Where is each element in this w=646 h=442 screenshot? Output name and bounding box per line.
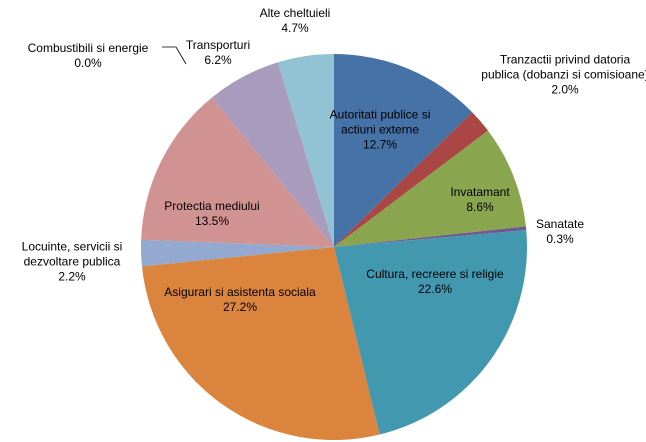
category-name: Protectia mediului — [164, 199, 260, 213]
slice-label: Tranzactii privind datoria publica (doba… — [480, 53, 646, 98]
slice-label: Asigurari si asistenta sociala 27.2% — [140, 285, 340, 315]
pie-slice — [141, 247, 380, 441]
slice-label: Cultura, recreere si religie 22.6% — [335, 267, 535, 297]
pie-slice — [334, 54, 473, 247]
pie-slice — [141, 239, 334, 267]
category-name: Tranzactii privind datoria publica (doba… — [481, 52, 646, 82]
slice-label: Locuinte, servicii si dezvoltare publica… — [2, 240, 142, 285]
value-label: 22.6% — [417, 282, 453, 296]
value-label: 4.7% — [281, 21, 309, 35]
leader-line — [162, 46, 187, 65]
pie-slice — [334, 230, 527, 435]
slice-label: Combustibili si energie 0.0% — [3, 41, 173, 71]
pie-slice — [211, 97, 334, 248]
pie-slice — [334, 226, 527, 247]
category-name: Cultura, recreere si religie — [366, 267, 504, 281]
slice-label: Autoritati publice si actiuni externe 12.… — [315, 108, 445, 153]
category-name: Locuinte, servicii si dezvoltare publica — [21, 239, 123, 269]
value-label: 0.3% — [546, 232, 574, 246]
category-name: Asigurari si asistenta sociala — [164, 285, 316, 299]
value-label: 8.6% — [466, 200, 494, 214]
pie-slice — [277, 54, 334, 247]
category-name: Autoritati publice si actiuni externe — [329, 107, 431, 137]
category-name: Transporturi — [185, 38, 251, 52]
pie-slice — [334, 112, 488, 247]
value-label: 27.2% — [222, 300, 258, 314]
value-label: 12.7% — [362, 137, 398, 152]
category-name: Alte cheltuieli — [259, 6, 331, 20]
slice-label: Transporturi 6.2% — [168, 38, 268, 68]
category-name: Invatamant — [450, 185, 510, 199]
slice-label: Protectia mediului 13.5% — [142, 199, 282, 229]
pie-slice — [334, 130, 526, 247]
value-label: 2.2% — [58, 269, 86, 284]
value-label: 2.0% — [551, 82, 579, 97]
slice-label: Invatamant 8.6% — [430, 185, 530, 215]
category-name: Sanatate — [535, 217, 585, 231]
value-label: 0.0% — [74, 56, 102, 70]
category-name: Combustibili si energie — [27, 41, 149, 55]
value-label: 13.5% — [194, 214, 230, 228]
slice-label: Sanatate 0.3% — [520, 217, 600, 247]
pie-slice — [211, 62, 334, 248]
pie-slice — [141, 97, 334, 248]
slice-label: Alte cheltuieli 4.7% — [240, 6, 350, 36]
value-label: 6.2% — [204, 53, 232, 67]
